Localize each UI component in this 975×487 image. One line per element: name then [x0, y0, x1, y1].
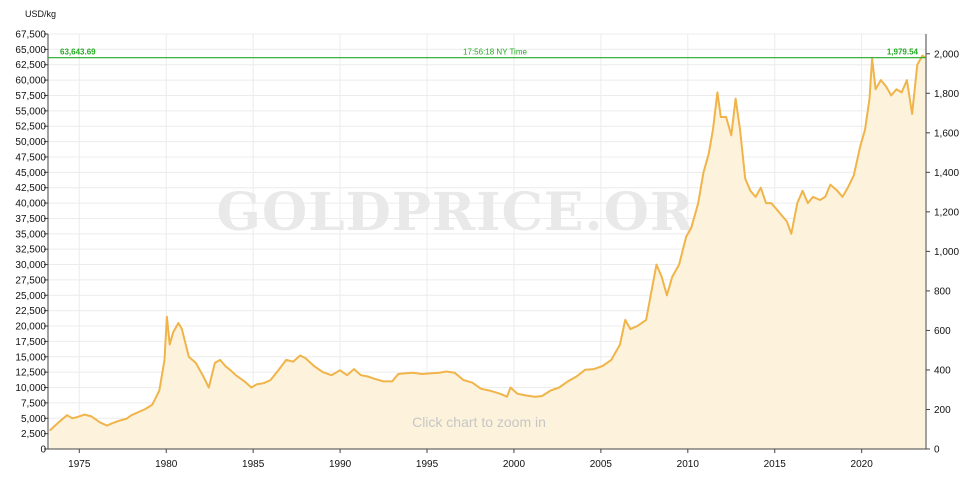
left-tick-label: 2,500	[21, 429, 46, 440]
left-tick-label: 12,500	[15, 368, 46, 379]
x-tick-label: 2015	[764, 459, 787, 470]
right-tick-label: 1,600	[934, 128, 959, 139]
x-tick-label: 2005	[590, 459, 613, 470]
x-tick-label: 1975	[68, 459, 91, 470]
left-axis-unit: USD/kg	[25, 9, 56, 19]
left-tick-label: 0	[40, 445, 46, 456]
ref-center-label: 17:56:18 NY Time	[463, 48, 527, 57]
zoom-hint[interactable]: Click chart to zoom in	[412, 414, 546, 430]
left-tick-label: 62,500	[15, 60, 46, 71]
series-line	[49, 54, 926, 432]
left-tick-label: 32,500	[15, 245, 46, 256]
left-tick-label: 30,000	[15, 260, 46, 271]
right-tick-label: 200	[934, 405, 951, 416]
right-tick-label: 1,400	[934, 168, 959, 179]
left-tick-label: 20,000	[15, 322, 46, 333]
left-tick-label: 45,000	[15, 168, 46, 179]
left-tick-label: 60,000	[15, 76, 46, 87]
left-tick-label: 35,000	[15, 229, 46, 240]
left-tick-label: 55,000	[15, 106, 46, 117]
left-tick-label: 40,000	[15, 199, 46, 210]
price-series	[49, 54, 926, 449]
right-tick-label: 600	[934, 326, 951, 337]
x-tick-label: 1990	[329, 459, 352, 470]
series-area	[49, 55, 926, 449]
left-tick-label: 15,000	[15, 352, 46, 363]
ref-left-label: 63,643.69	[60, 48, 96, 57]
right-tick-label: 1,800	[934, 89, 959, 100]
left-tick-label: 7,500	[21, 398, 46, 409]
left-tick-label: 5,000	[21, 414, 46, 425]
x-tick-label: 2000	[503, 459, 526, 470]
right-tick-label: 400	[934, 365, 951, 376]
x-tick-label: 1980	[155, 459, 178, 470]
left-tick-label: 10,000	[15, 383, 46, 394]
right-tick-label: 2,000	[934, 49, 959, 60]
x-tick-label: 1995	[416, 459, 439, 470]
left-tick-label: 42,500	[15, 183, 46, 194]
left-tick-label: 65,000	[15, 45, 46, 56]
right-tick-label: 0	[934, 445, 940, 456]
left-tick-label: 17,500	[15, 337, 46, 348]
left-tick-label: 47,500	[15, 152, 46, 163]
ref-right-label: 1,979.54	[887, 48, 919, 57]
right-tick-label: 800	[934, 286, 951, 297]
right-tick-label: 1,000	[934, 247, 959, 258]
left-tick-label: 52,500	[15, 122, 46, 133]
left-tick-label: 25,000	[15, 291, 46, 302]
x-tick-label: 1985	[242, 459, 265, 470]
right-tick-label: 1,200	[934, 207, 959, 218]
x-tick-label: 2010	[677, 459, 700, 470]
x-tick-label: 2020	[851, 459, 874, 470]
axes: 0 2,500 5,000 7,500 10,000 12,500 15,000 17,500…	[15, 30, 959, 471]
left-tick-label: 27,500	[15, 275, 46, 286]
left-tick-label: 22,500	[15, 306, 46, 317]
left-tick-label: 67,500	[15, 30, 46, 41]
left-tick-label: 50,000	[15, 137, 46, 148]
left-tick-label: 37,500	[15, 214, 46, 225]
watermark-text: GOLDPRICE.ORG	[216, 182, 739, 243]
current-price-line: 63,643.69 17:56:18 NY Time 1,979.54	[48, 48, 926, 59]
left-tick-label: 57,500	[15, 91, 46, 102]
